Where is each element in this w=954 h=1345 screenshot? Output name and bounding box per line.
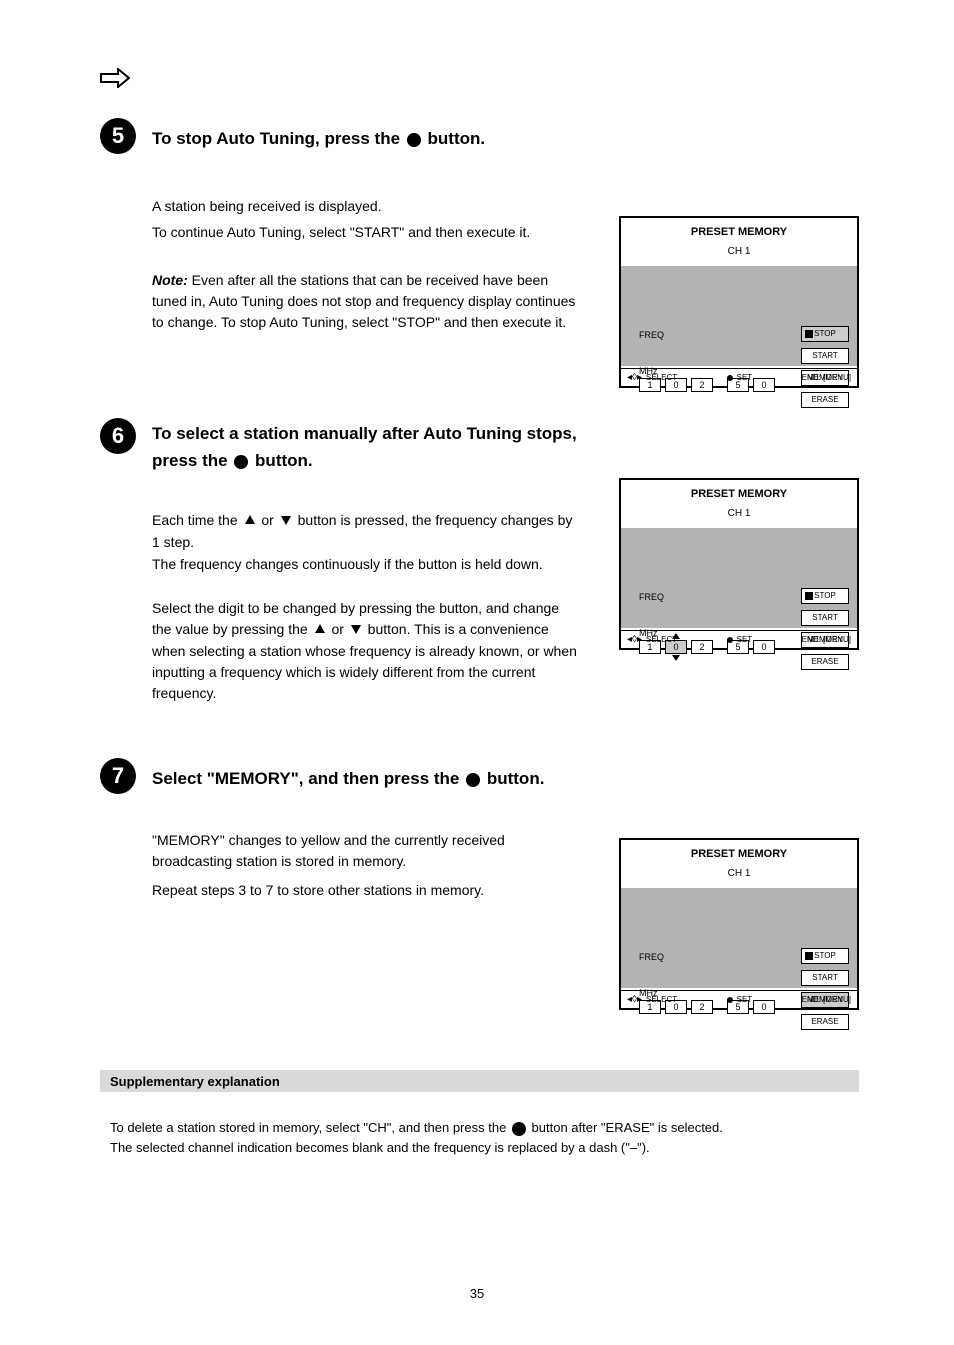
osd-stop-button: STOP [801, 588, 849, 604]
osd-freq-label: FREQ [639, 592, 664, 602]
step-number: 5 [112, 123, 124, 149]
page: 5 To stop Auto Tuning, press the button.… [0, 0, 954, 1345]
osd-greyband: FREQ MHz 1 0 2 5 0 STOP START MEMORY ERA… [621, 888, 857, 988]
osd-stop-button: STOP [801, 326, 849, 342]
step-number: 7 [112, 763, 124, 789]
osd-erase-button: ERASE [801, 1014, 849, 1030]
osd-right-column: STOP START MEMORY ERASE [801, 588, 849, 670]
osd-greyband: FREQ MHz 1 0 2 5 0 STOP START MEMORY ERA… [621, 266, 857, 366]
osd-hintbar: ◂◊▸ SELECT SET END: [MENU] [621, 630, 857, 648]
step-badge-6: 6 [100, 418, 136, 454]
dot-icon [727, 375, 733, 381]
osd-stop-button: STOP [801, 948, 849, 964]
osd-panel-step7: PRESET MEMORY CH 1 FREQ MHz 1 0 2 5 0 ST… [619, 838, 859, 1010]
osd-right-column: STOP START MEMORY ERASE [801, 948, 849, 1030]
osd-subtitle: CH 1 [621, 868, 857, 879]
step6-para1: Each time the or button is pressed, the … [152, 510, 582, 553]
osd-freq-label: FREQ [639, 952, 664, 962]
dot-icon [727, 637, 733, 643]
step5-instruction: To stop Auto Tuning, press the button. [152, 126, 592, 152]
step6-para2: The frequency changes continuously if th… [152, 554, 582, 575]
osd-panel-step6: PRESET MEMORY CH 1 FREQ MHz 1 0 2 5 0 ST… [619, 478, 859, 650]
osd-erase-button: ERASE [801, 392, 849, 408]
step-number: 6 [112, 423, 124, 449]
supplementary-text: To delete a station stored in memory, se… [110, 1118, 859, 1157]
osd-erase-button: ERASE [801, 654, 849, 670]
step-badge-7: 7 [100, 758, 136, 794]
osd-hintbar: ◂◊▸ SELECT SET END: [MENU] [621, 990, 857, 1008]
step6-para3: Select the digit to be changed by pressi… [152, 598, 582, 704]
osd-start-button: START [801, 970, 849, 986]
step5-note: Note: Even after all the stations that c… [152, 270, 582, 333]
stop-square-icon [805, 330, 813, 338]
down-arrow-icon [280, 511, 292, 532]
osd-title: PRESET MEMORY [621, 488, 857, 500]
stop-square-icon [805, 592, 813, 600]
step7-para2: Repeat steps 3 to 7 to store other stati… [152, 880, 582, 901]
enter-button-icon [407, 133, 421, 147]
osd-subtitle: CH 1 [621, 508, 857, 519]
osd-title: PRESET MEMORY [621, 226, 857, 238]
step7-para1: "MEMORY" changes to yellow and the curre… [152, 830, 582, 872]
step7-instruction: Select "MEMORY", and then press the butt… [152, 766, 872, 792]
osd-title: PRESET MEMORY [621, 848, 857, 860]
osd-freq-label: FREQ [639, 330, 664, 340]
enter-button-icon [466, 773, 480, 787]
stop-square-icon [805, 952, 813, 960]
page-number: 35 [0, 1286, 954, 1301]
down-arrow-icon [350, 620, 362, 641]
up-arrow-icon [244, 511, 256, 532]
enter-button-icon [512, 1122, 526, 1136]
nav-arrows-icon: ◂◊▸ [627, 635, 642, 645]
step6-instruction: To select a station manually after Auto … [152, 420, 592, 474]
osd-start-button: START [801, 348, 849, 364]
step5-para2: To continue Auto Tuning, select "START" … [152, 222, 582, 243]
osd-panel-step5: PRESET MEMORY CH 1 FREQ MHz 1 0 2 5 0 ST… [619, 216, 859, 388]
step5-para1: A station being received is displayed. [152, 196, 582, 217]
nav-arrows-icon: ◂◊▸ [627, 995, 642, 1005]
supplementary-heading-band: Supplementary explanation [100, 1070, 859, 1092]
step-badge-5: 5 [100, 118, 136, 154]
supplementary-heading: Supplementary explanation [110, 1074, 280, 1089]
osd-start-button: START [801, 610, 849, 626]
osd-hintbar: ◂◊▸ SELECT SET END: [MENU] [621, 368, 857, 386]
enter-button-icon [234, 455, 248, 469]
digit-down-arrow-icon [672, 655, 680, 661]
dot-icon [727, 997, 733, 1003]
osd-greyband: FREQ MHz 1 0 2 5 0 STOP START MEMORY ERA… [621, 528, 857, 628]
osd-right-column: STOP START MEMORY ERASE [801, 326, 849, 408]
osd-subtitle: CH 1 [621, 246, 857, 257]
nav-arrows-icon: ◂◊▸ [627, 373, 642, 383]
continued-arrow-icon [100, 68, 130, 88]
up-arrow-icon [314, 620, 326, 641]
